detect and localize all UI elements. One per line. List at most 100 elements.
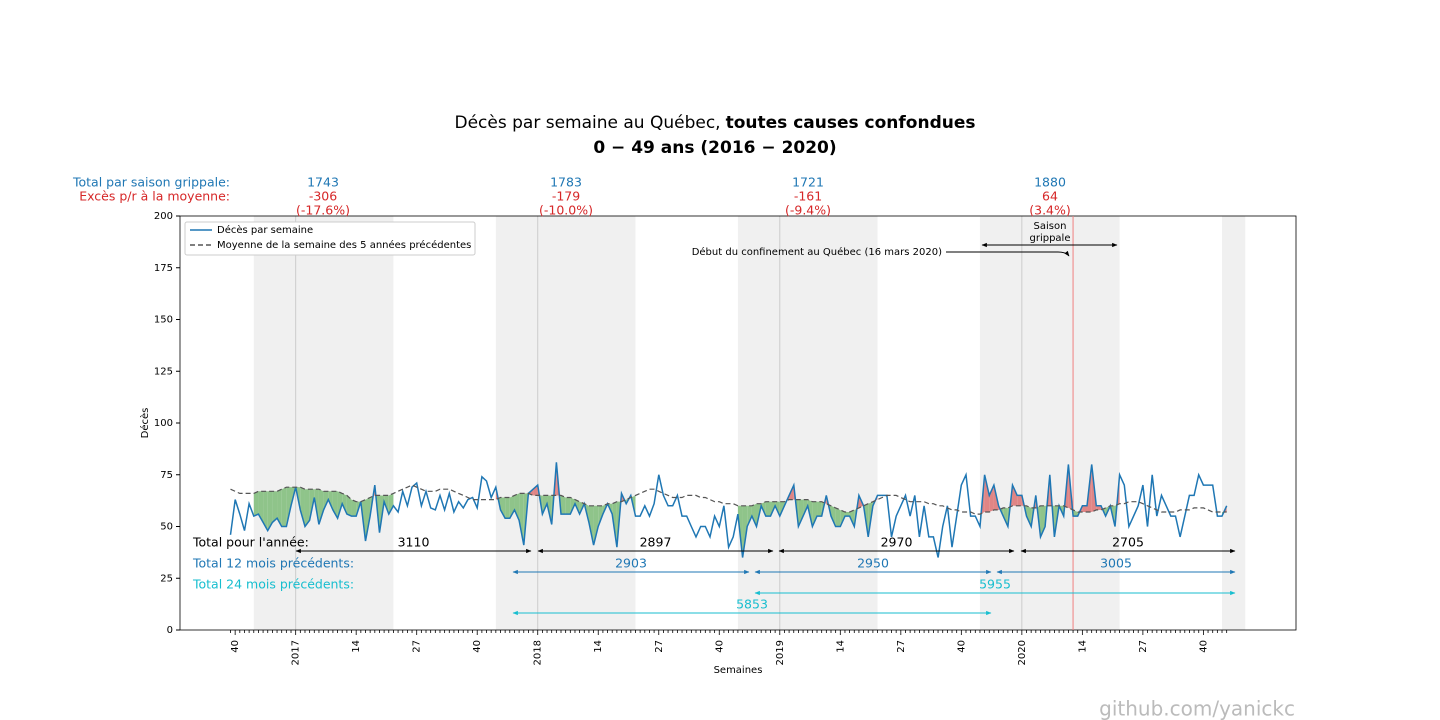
- excess-fill: [277, 489, 282, 527]
- excess-fill: [300, 487, 305, 527]
- excess-fill: [1003, 507, 1008, 527]
- x-axis-label: Semaines: [714, 665, 763, 676]
- y-axis-label: Décès: [139, 408, 151, 439]
- excess-fill: [509, 495, 515, 519]
- excess-fill: [281, 487, 287, 527]
- flu-season-band: [737, 216, 878, 630]
- period-total: 2897: [640, 535, 672, 550]
- series-line: [229, 462, 1228, 558]
- excess-fill: [253, 491, 259, 517]
- x-tick-label: 14: [351, 640, 362, 653]
- excess-fill: [351, 499, 357, 517]
- excess-fill: [388, 493, 394, 515]
- x-tick-label: 2018: [533, 640, 544, 665]
- y-tick-label: 150: [154, 315, 173, 326]
- season-total: 1743: [307, 175, 339, 190]
- excess-fill: [514, 493, 520, 521]
- excess-fill: [1012, 485, 1018, 506]
- excess-fill: [505, 497, 510, 519]
- season-excess: 64: [1042, 189, 1058, 204]
- season-excess-percent: (-17.6%): [296, 203, 350, 218]
- x-tick-label: 14: [835, 640, 846, 653]
- excess-fill: [337, 491, 343, 519]
- legend-box: [184, 221, 476, 256]
- annotation-arrow: [946, 250, 1070, 257]
- season-excess-percent: (-10.0%): [539, 203, 593, 218]
- excess-fill: [342, 493, 347, 515]
- season-excess-percent: (3.4%): [1029, 203, 1071, 218]
- background-layer: [253, 216, 1246, 630]
- x-tick-label: 27: [896, 640, 907, 653]
- y-tick-label: 125: [154, 366, 173, 377]
- season-excess: -179: [552, 189, 580, 204]
- flu-season-band: [495, 216, 636, 630]
- excess-fill: [747, 505, 752, 527]
- excess-fill: [989, 485, 994, 513]
- excess-fill: [286, 487, 292, 527]
- excess-fill: [267, 491, 273, 531]
- excess-fill: [318, 489, 324, 525]
- excess-fill: [346, 495, 352, 517]
- legend-label: Moyenne de la semaine des 5 années précé…: [217, 239, 471, 251]
- period-total: 3110: [398, 535, 430, 550]
- period-total: 3005: [1100, 556, 1132, 571]
- period-total: 5853: [736, 597, 768, 612]
- season-excess-heading: Excès p/r à la moyenne:: [79, 189, 230, 204]
- excess-fill: [835, 507, 841, 527]
- period-total: 2970: [881, 535, 913, 550]
- x-tick-label: 2017: [291, 640, 302, 665]
- y-tick-label: 175: [154, 263, 173, 274]
- y-tick-label: 50: [160, 522, 173, 533]
- excess-fill: [533, 485, 538, 496]
- x-tick-label: 14: [593, 640, 604, 653]
- y-tick-label: 25: [160, 573, 173, 584]
- flu-season-band: [253, 216, 394, 630]
- excess-fill: [798, 499, 804, 527]
- totals-heading: Total 24 mois précédents:: [192, 577, 354, 592]
- excess-fill: [830, 505, 836, 527]
- y-tick-label: 100: [154, 418, 173, 429]
- excess-fill: [561, 495, 566, 515]
- x-tick-label: 40: [472, 640, 483, 653]
- season-total: 1880: [1034, 175, 1066, 190]
- x-tick-label: 40: [1198, 640, 1209, 653]
- excess-fill: [588, 505, 594, 546]
- excess-fill: [1096, 505, 1101, 510]
- excess-fill: [323, 491, 329, 510]
- x-tick-label: 14: [1077, 640, 1088, 653]
- excess-fill: [1073, 509, 1078, 517]
- excess-fill: [519, 493, 524, 546]
- title-text: Décès par semaine au Québec,: [455, 113, 721, 133]
- excess-fill: [593, 505, 599, 546]
- excess-fill: [984, 474, 990, 513]
- x-tick-label: 40: [230, 640, 241, 653]
- excess-fill: [817, 501, 822, 517]
- excess-fill: [765, 501, 771, 517]
- chart-subtitle: 0 − 49 ans (2016 − 2020): [593, 138, 836, 158]
- period-total: 2903: [615, 556, 647, 571]
- y-tick-label: 200: [154, 211, 173, 222]
- title-bold: toutes causes confondues: [726, 113, 976, 133]
- series-line: [230, 484, 1227, 515]
- season-total: 1783: [550, 175, 582, 190]
- lockdown-annotation: Début du confinement au Québec (16 mars …: [692, 246, 942, 258]
- watermark: github.com/yanickc: [1099, 697, 1295, 720]
- x-tick-label: 27: [412, 640, 423, 653]
- flu-season-band: [1222, 216, 1246, 630]
- flu-season-annotation: Saison: [1034, 221, 1067, 232]
- excess-fill: [1082, 505, 1088, 513]
- y-tick-label: 0: [167, 625, 173, 636]
- excess-fill: [751, 503, 757, 527]
- season-total: 1721: [792, 175, 824, 190]
- excess-fill: [565, 497, 571, 515]
- season-excess: -306: [309, 189, 337, 204]
- excess-fill: [1017, 495, 1022, 506]
- totals-heading: Total pour l'année:: [192, 535, 309, 550]
- excess-fill: [258, 491, 264, 523]
- chart-title: Décès par semaine au Québec, toutes cause…: [455, 113, 976, 133]
- season-excess-percent: (-9.4%): [785, 203, 831, 218]
- x-tick-label: 2019: [775, 640, 786, 665]
- excess-fill: [272, 491, 278, 523]
- y-tick-label: 75: [160, 470, 173, 481]
